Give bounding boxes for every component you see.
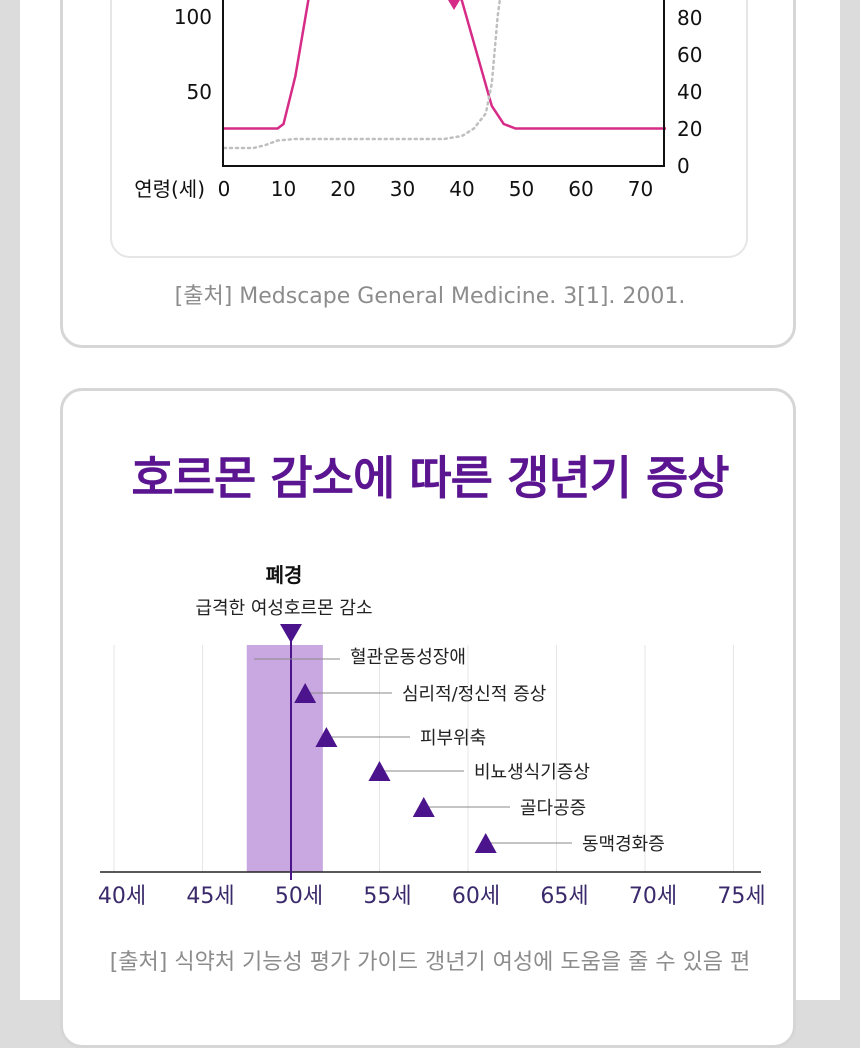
x-tick-label: 65세 [540, 884, 588, 909]
bottom-chart-title: 호르몬 감소에 따른 갱년기 증상 [131, 451, 729, 505]
series-line-2 [222, 0, 502, 150]
right-y-tick-label: 0 [677, 154, 690, 178]
symptom-marker [315, 727, 338, 747]
x-tick-label: 60세 [452, 884, 500, 909]
x-tick-label: 30 [390, 177, 415, 201]
x-tick-label: 60 [568, 177, 593, 201]
series-marker [448, 0, 460, 10]
top-source-text: [출처] Medscape General Medicine. 3[1]. 20… [174, 284, 686, 309]
menopause-sublabel: 급격한 여성호르몬 감소 [195, 598, 372, 619]
menopause-band [246, 645, 323, 872]
symptom-label: 비뇨생식기증상 [474, 762, 590, 783]
symptom-marker [368, 761, 391, 781]
left-y-tick-label: 50 [187, 80, 212, 104]
x-tick-label: 20 [330, 177, 355, 201]
symptom-label: 골다공증 [520, 798, 586, 819]
left-y-tick-label: 100 [174, 5, 212, 29]
bottom-chart-card [60, 388, 796, 1048]
bottom-source-text: [출처] 식약처 기능성 평가 가이드 갱년기 여성에 도움을 줄 수 있음 편 [109, 950, 751, 975]
x-tick-label: 50세 [275, 884, 323, 909]
x-tick-label: 50 [509, 177, 534, 201]
symptom-marker [294, 683, 317, 703]
symptom-marker [412, 797, 435, 817]
symptom-label: 동맥경화증 [582, 834, 665, 855]
symptom-label: 혈관운동성장애 [350, 647, 466, 668]
x-tick-label: 55세 [363, 884, 411, 909]
x-tick-label: 40 [449, 177, 474, 201]
symptom-label: 심리적/정신적 증상 [402, 684, 546, 705]
x-tick-label: 0 [218, 177, 231, 201]
x-axis-label: 연령(세) [134, 177, 205, 201]
menopause-marker [280, 624, 302, 643]
symptom-marker [474, 833, 497, 853]
x-tick-label: 70 [628, 177, 653, 201]
right-y-tick-label: 80 [677, 6, 702, 30]
x-tick-label: 70세 [629, 884, 677, 909]
right-y-tick-label: 20 [677, 117, 702, 141]
menopause-label: 폐경 [266, 563, 303, 587]
hormone-age-line-chart: 50 100 0 20 40 60 80 0 10 20 30 40 50 60 70 연령(세) [134, 0, 702, 201]
x-tick-label: 10 [271, 177, 296, 201]
series-line-1 [224, 0, 666, 130]
symptom-label: 피부위축 [420, 728, 486, 749]
x-tick-label: 45세 [186, 884, 234, 909]
right-y-tick-label: 60 [677, 43, 702, 67]
x-tick-label: 40세 [98, 884, 146, 909]
x-tick-label: 75세 [717, 884, 765, 909]
right-y-tick-label: 40 [677, 80, 702, 104]
